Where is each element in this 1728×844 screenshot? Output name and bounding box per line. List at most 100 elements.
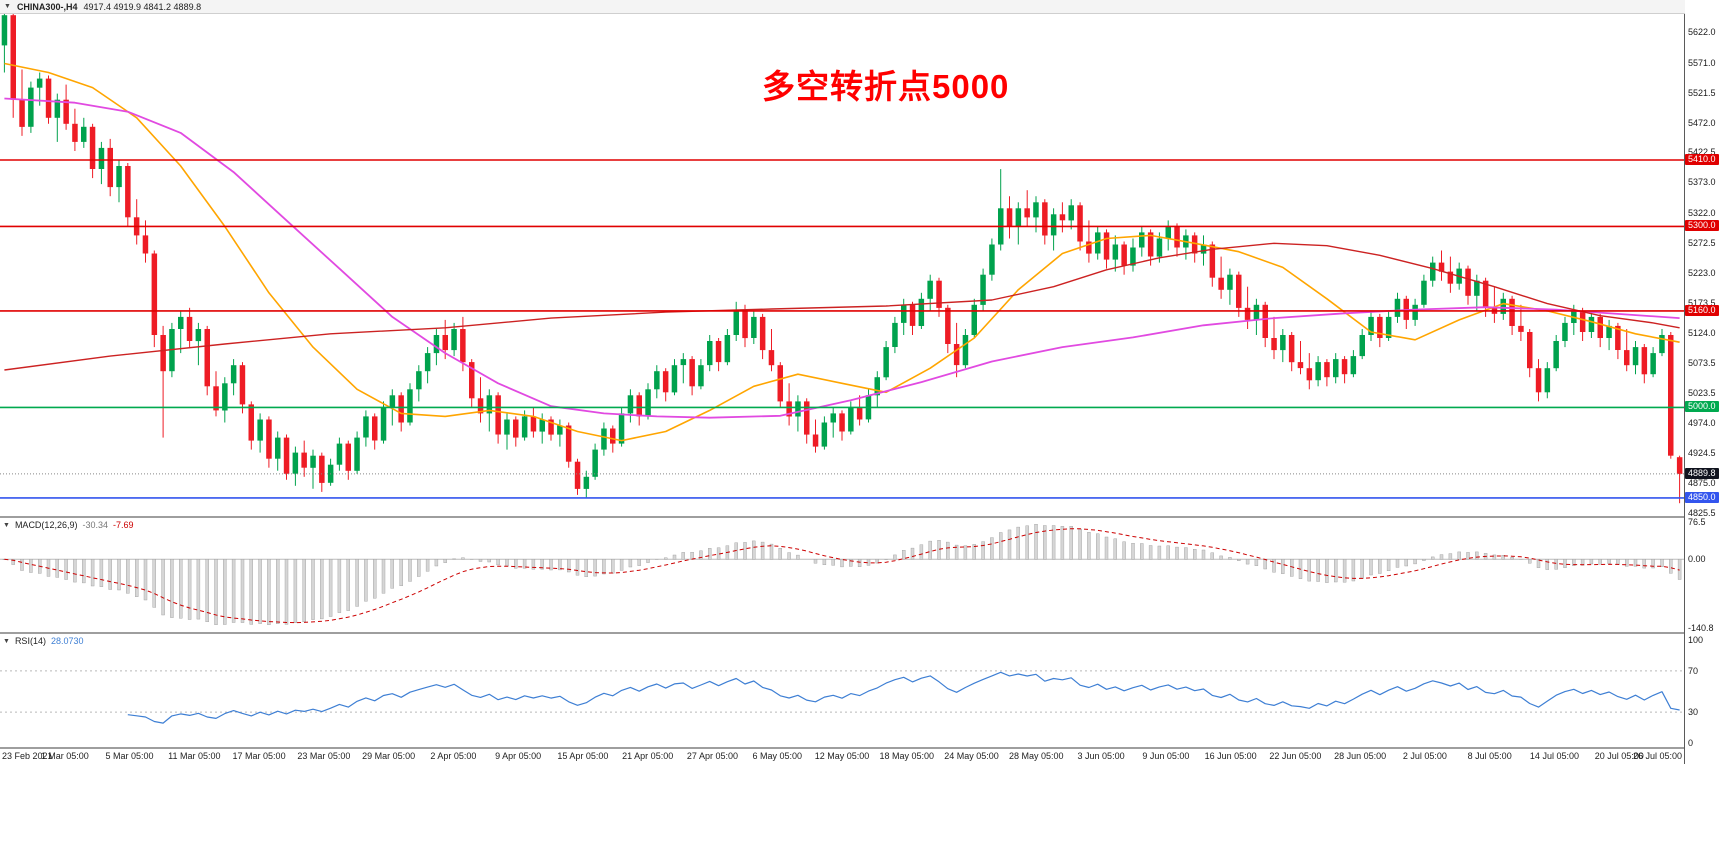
candle-body [336, 443, 343, 465]
macd-histogram-bar [320, 559, 324, 620]
candle-body [707, 341, 713, 366]
macd-histogram-bar [1413, 559, 1417, 565]
price-tick: 5173.5 [1688, 297, 1716, 308]
candle-body [125, 166, 131, 218]
macd-histogram-bar [1475, 551, 1479, 560]
price-axis[interactable]: 5622.0 5571.0 5521.5 5472.0 5422.5 5373.0 5322… [1685, 0, 1728, 764]
macd-histogram-bar [1210, 552, 1215, 560]
candle-body [592, 449, 598, 477]
macd-histogram-bar [487, 559, 491, 563]
macd-histogram-bar [134, 559, 139, 597]
candle-body [1412, 304, 1418, 320]
panel-separator[interactable] [0, 516, 1728, 518]
macd-histogram-bar [946, 541, 950, 560]
macd-histogram-bar [681, 552, 685, 560]
macd-histogram-bar [796, 554, 800, 560]
macd-histogram-bar [708, 548, 712, 560]
macd-histogram-bar [778, 548, 782, 560]
macd-histogram-bar [990, 537, 994, 560]
macd-histogram-bar [1633, 559, 1638, 567]
candle-body [636, 395, 642, 417]
candle-body [945, 307, 951, 344]
macd-histogram-bar [1439, 554, 1444, 560]
candle-body [301, 452, 307, 468]
macd-chart[interactable] [0, 518, 1684, 632]
macd-histogram-bar [152, 559, 157, 608]
macd-panel[interactable]: ▼ MACD(12,26,9) -30.34 -7.69 [0, 518, 1684, 632]
candle-body [1297, 362, 1304, 369]
macd-histogram-bar [302, 559, 306, 622]
candle-body [1500, 298, 1506, 314]
candlestick-chart[interactable] [0, 14, 1684, 516]
candle-body [839, 413, 845, 432]
macd-histogram-bar [1016, 526, 1020, 560]
panel-separator[interactable] [0, 632, 1728, 634]
macd-histogram-bar [999, 532, 1003, 560]
macd-histogram-bar [1104, 536, 1109, 560]
rsi-panel[interactable]: ▼ RSI(14) 28.0730 [0, 634, 1684, 747]
time-label: 9 Jun 05:00 [1142, 751, 1190, 761]
candle-body [1482, 280, 1489, 308]
candle-body [1024, 208, 1030, 218]
macd-histogram-bar [170, 559, 174, 618]
candle-body [1615, 325, 1621, 350]
price-tick: 4875.0 [1688, 477, 1716, 488]
candle-body [1121, 244, 1127, 266]
main-chart-panel[interactable]: 多空转折点5000 [0, 14, 1684, 516]
time-label: 12 May 05:00 [814, 751, 870, 761]
price-tick: 5322.0 [1688, 208, 1716, 219]
rsi-name: RSI(14) [14, 636, 46, 646]
macd-histogram-bar [276, 559, 280, 624]
macd-histogram-bar [769, 543, 774, 560]
macd-histogram-bar [849, 559, 853, 567]
macd-axis-tick: 76.5 [1688, 517, 1706, 528]
macd-histogram-bar [981, 541, 985, 560]
price-tick: 5571.0 [1688, 57, 1716, 68]
candle-body [654, 371, 660, 390]
rsi-chart[interactable] [0, 634, 1684, 747]
time-label: 15 Apr 05:00 [557, 751, 609, 761]
macd-histogram-bar [1237, 559, 1241, 561]
candle-body [627, 395, 634, 414]
rsi-axis-tick: 30 [1688, 707, 1699, 718]
rsi-indicator-label: ▼ RSI(14) 28.0730 [3, 636, 84, 646]
candle-body [830, 413, 836, 423]
candle-body [283, 437, 290, 474]
macd-histogram-bar [857, 559, 862, 568]
macd-histogram-bar [417, 559, 421, 577]
ma-slow-red [4, 242, 1680, 371]
time-label: 14 Jul 05:00 [1529, 751, 1579, 761]
candle-body [927, 280, 933, 299]
macd-histogram-bar [1563, 559, 1567, 568]
rsi-value: 28.0730 [50, 636, 84, 646]
macd-histogram-bar [787, 552, 791, 560]
time-label: 21 Apr 05:00 [622, 751, 674, 761]
candle-body [1315, 362, 1321, 381]
candle-body [742, 310, 748, 339]
panel-separator[interactable] [0, 747, 1728, 749]
macd-histogram-bar [505, 559, 509, 567]
candle-body [1676, 457, 1683, 474]
candle-body [909, 304, 916, 326]
candle-body [574, 461, 581, 489]
candle-body [469, 362, 475, 399]
candle-body [1059, 214, 1066, 221]
candle-body [63, 99, 69, 124]
candle-body [442, 335, 448, 351]
candle-body [89, 126, 96, 169]
macd-histogram-bar [1466, 552, 1470, 560]
macd-histogram-bar [1501, 555, 1506, 560]
macd-indicator-label: ▼ MACD(12,26,9) -30.34 -7.69 [3, 520, 134, 530]
macd-main-value: -30.34 [82, 520, 108, 530]
time-label: 29 Mar 05:00 [362, 751, 416, 761]
macd-histogram-bar [1325, 559, 1329, 583]
macd-histogram-bar [628, 559, 633, 568]
candle-body [1130, 247, 1136, 266]
macd-name: MACD(12,26,9) [14, 520, 78, 530]
macd-histogram-bar [452, 558, 456, 560]
candle-body [689, 359, 695, 387]
candle-body [530, 416, 537, 432]
time-axis[interactable]: 23 Feb 2021 1 Mar 05:00 5 Mar 05:00 11 Mar … [0, 749, 1684, 764]
macd-histogram-bar [408, 559, 412, 582]
macd-histogram-bar [1422, 559, 1426, 561]
